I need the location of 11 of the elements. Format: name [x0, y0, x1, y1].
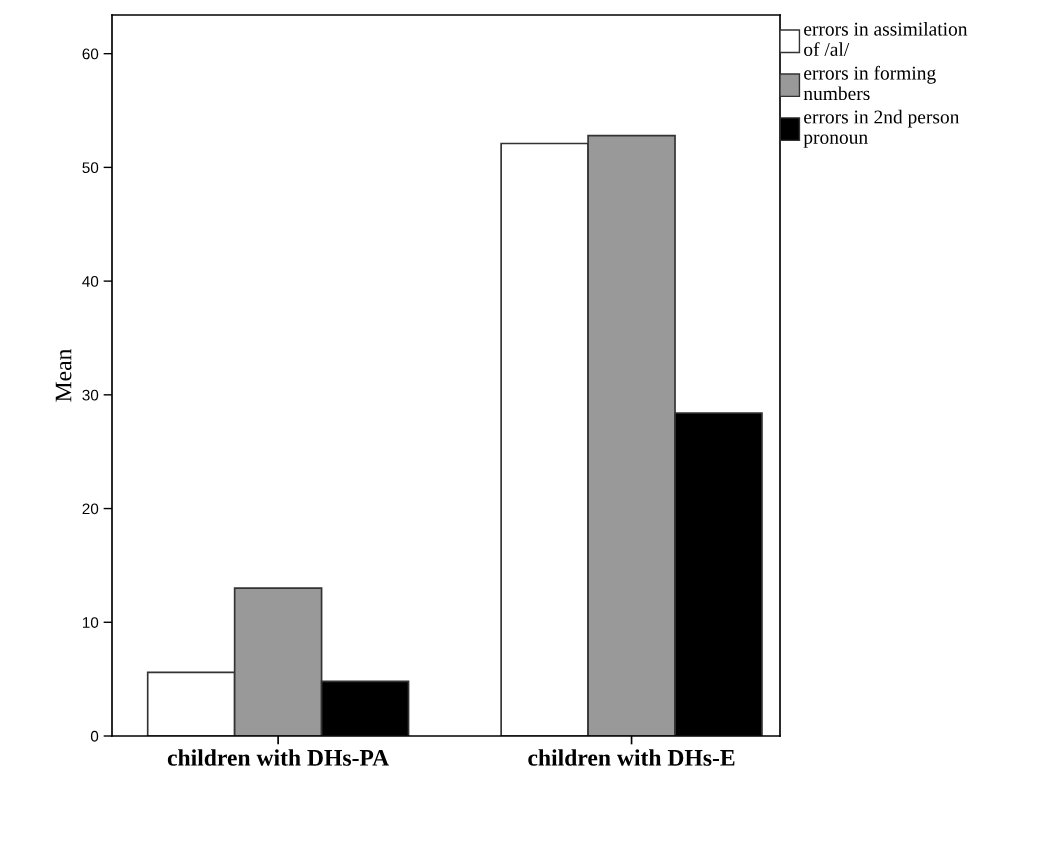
x-tick-label: children with DHs-PA [167, 749, 390, 766]
y-tick-label: 40 [82, 275, 99, 287]
y-tick-label: 0 [90, 730, 99, 742]
y-tick-label: 10 [82, 617, 99, 628]
y-axis-title: Mean [55, 348, 72, 402]
y-tick-label: 30 [82, 389, 99, 401]
y-tick-label: 50 [82, 162, 99, 174]
legend-label: errors in 2nd person pronoun [803, 109, 960, 148]
x-tick-label: children with DHs-E [528, 749, 735, 766]
y-tick-label: 20 [82, 503, 99, 515]
y-tick-label: 60 [82, 48, 99, 60]
